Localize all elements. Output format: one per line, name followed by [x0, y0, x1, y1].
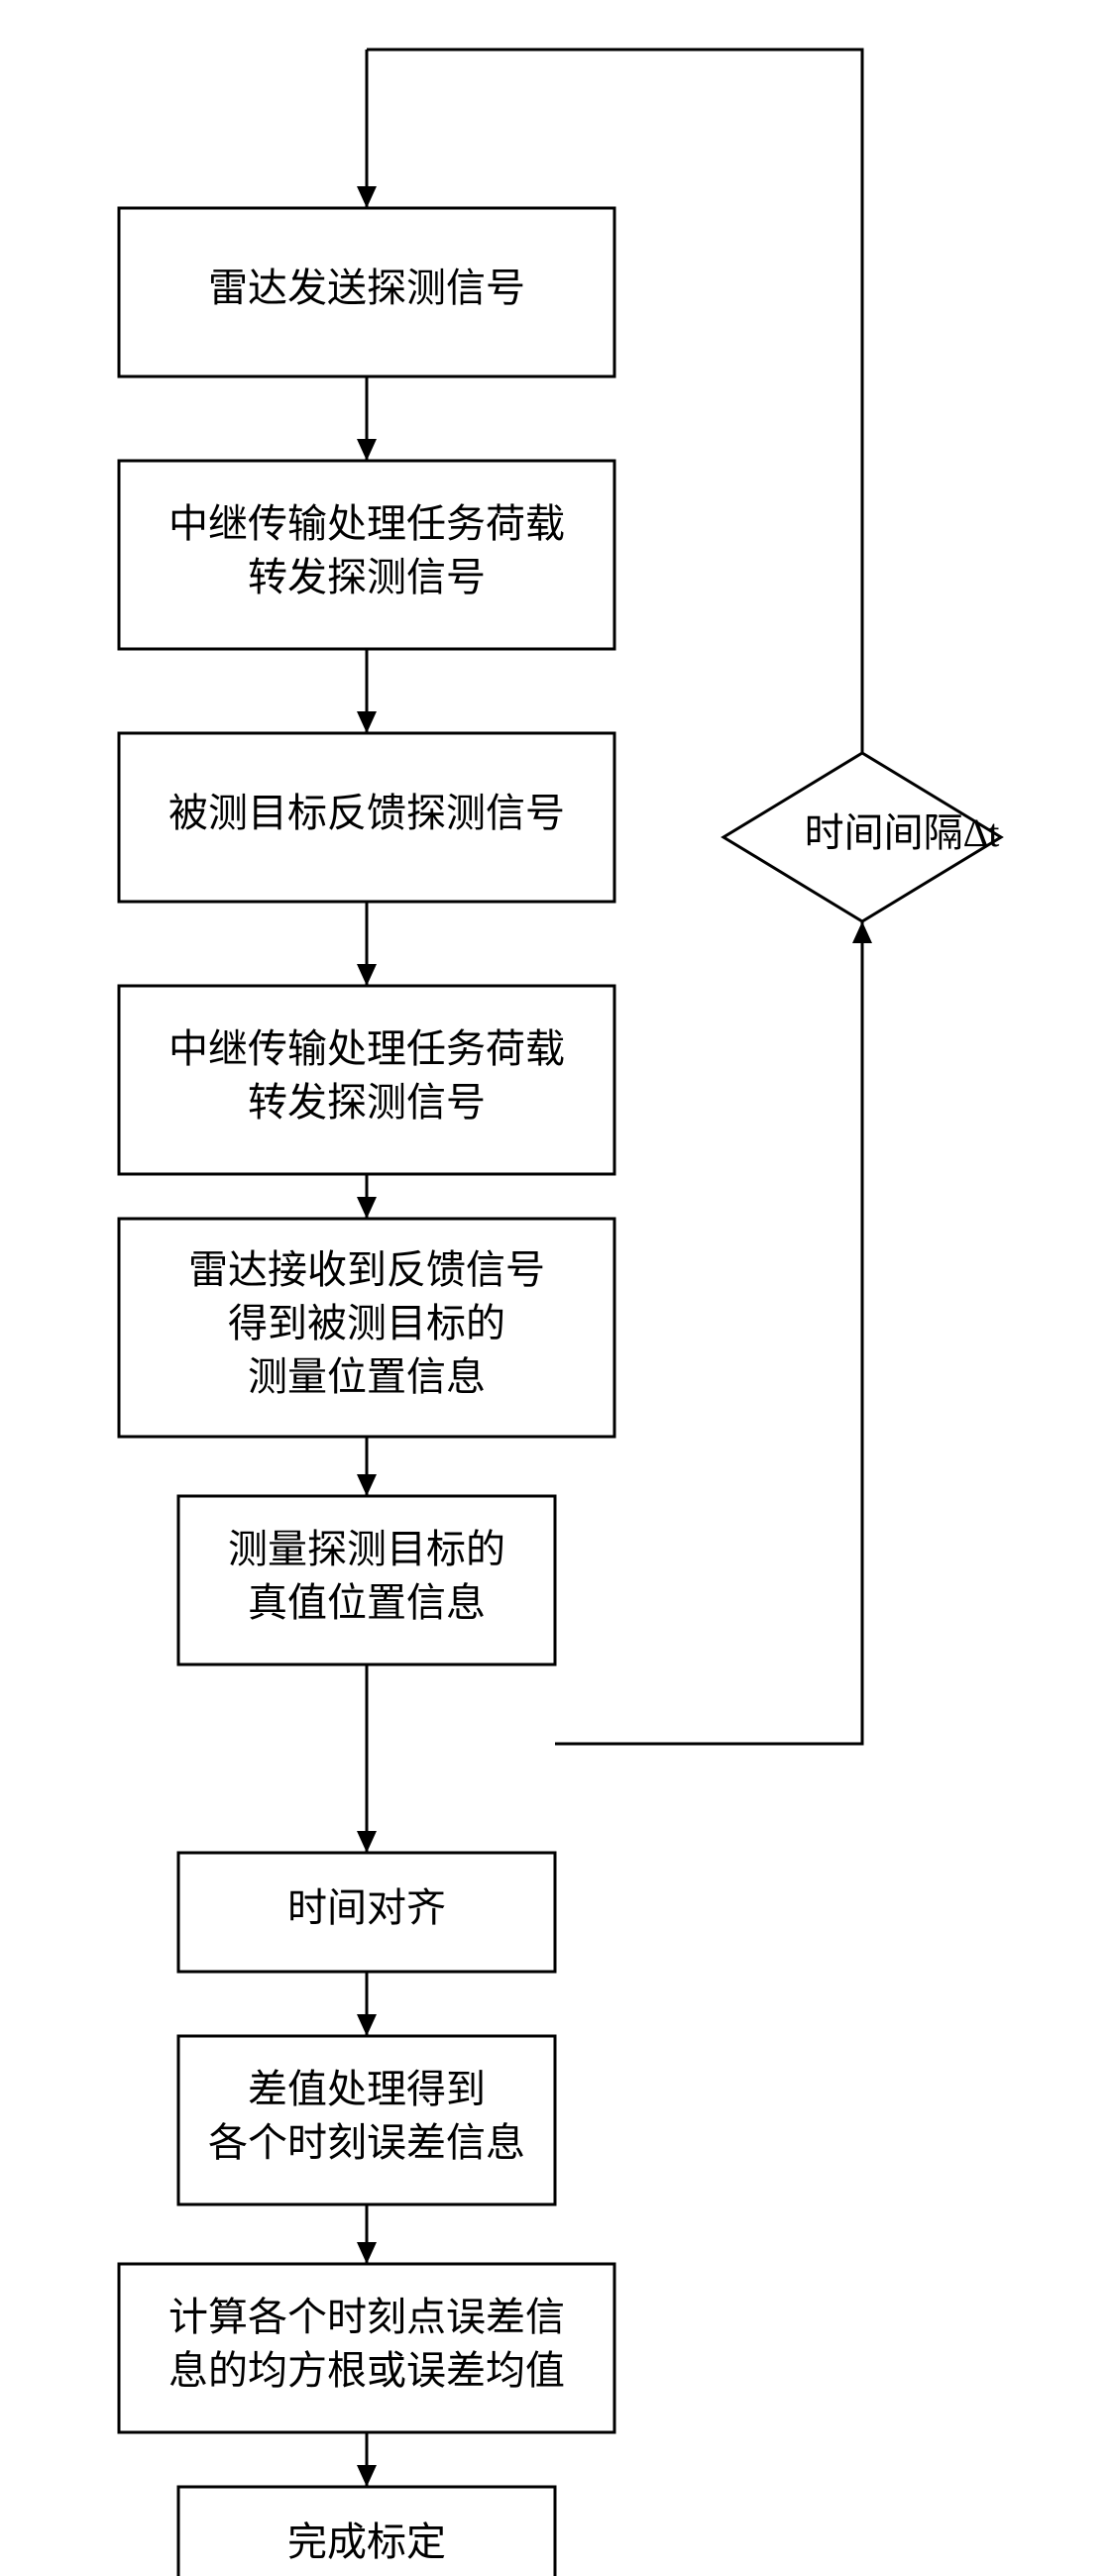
svg-text:雷达发送探测信号: 雷达发送探测信号: [208, 266, 525, 310]
svg-text:真值位置信息: 真值位置信息: [248, 1580, 486, 1625]
svg-text:时间间隔Δt: 时间间隔Δt: [805, 810, 1000, 855]
svg-text:转发探测信号: 转发探测信号: [248, 1080, 486, 1125]
svg-text:差值处理得到: 差值处理得到: [248, 2067, 486, 2111]
svg-text:雷达接收到反馈信号: 雷达接收到反馈信号: [188, 1247, 545, 1292]
svg-text:测量探测目标的: 测量探测目标的: [228, 1527, 505, 1571]
svg-text:完成标定: 完成标定: [287, 2520, 446, 2564]
svg-text:计算各个时刻点误差信: 计算各个时刻点误差信: [168, 2295, 565, 2339]
svg-text:各个时刻误差信息: 各个时刻误差信息: [208, 2120, 525, 2165]
svg-text:中继传输处理任务荷载: 中继传输处理任务荷载: [168, 501, 565, 546]
svg-text:中继传输处理任务荷载: 中继传输处理任务荷载: [168, 1026, 565, 1071]
svg-text:被测目标反馈探测信号: 被测目标反馈探测信号: [168, 791, 565, 835]
svg-text:时间对齐: 时间对齐: [287, 1885, 446, 1930]
svg-text:转发探测信号: 转发探测信号: [248, 555, 486, 599]
svg-text:息的均方根或误差均值: 息的均方根或误差均值: [168, 2348, 565, 2393]
svg-text:测量位置信息: 测量位置信息: [248, 1354, 486, 1399]
svg-text:得到被测目标的: 得到被测目标的: [228, 1301, 505, 1345]
